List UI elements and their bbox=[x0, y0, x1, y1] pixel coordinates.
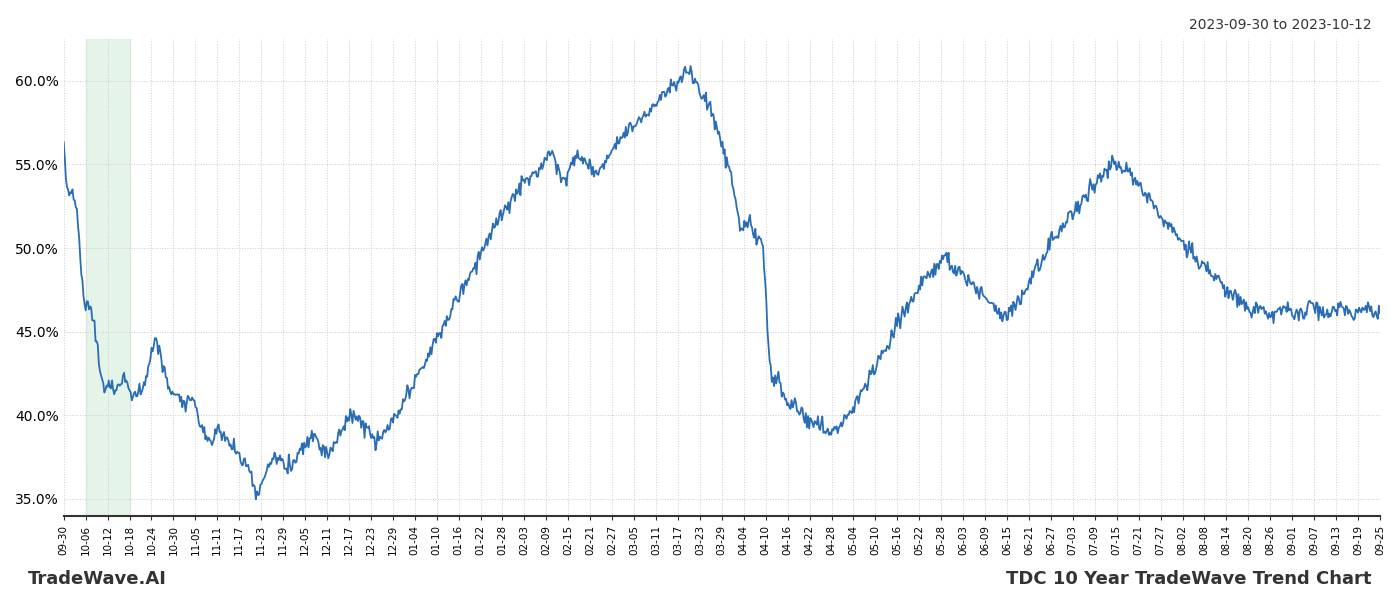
Bar bbox=[85, 39, 130, 516]
Text: TradeWave.AI: TradeWave.AI bbox=[28, 570, 167, 588]
Text: 2023-09-30 to 2023-10-12: 2023-09-30 to 2023-10-12 bbox=[1190, 18, 1372, 32]
Text: TDC 10 Year TradeWave Trend Chart: TDC 10 Year TradeWave Trend Chart bbox=[1007, 570, 1372, 588]
